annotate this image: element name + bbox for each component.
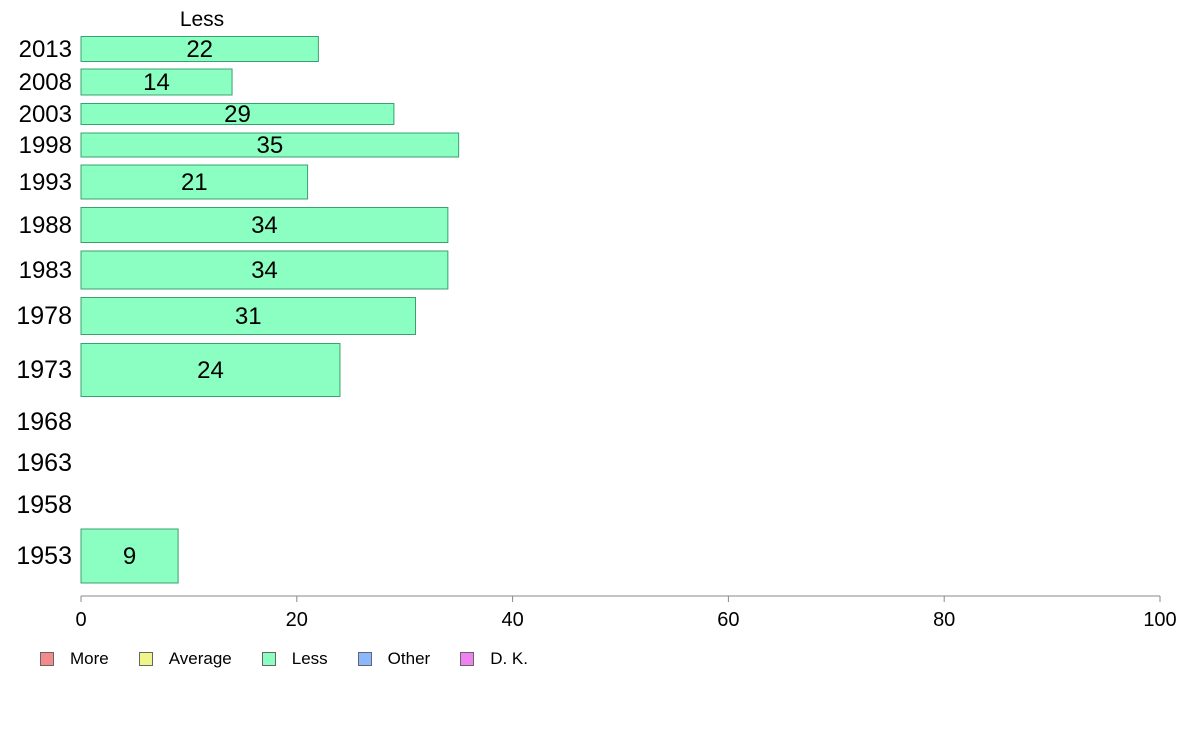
bar — [80, 132, 460, 158]
category-label: 2003 — [19, 101, 72, 128]
category-label: 2013 — [19, 36, 72, 63]
bar — [80, 36, 319, 62]
chart-title: Less — [180, 8, 224, 31]
category-label: 1978 — [16, 302, 72, 330]
category-label: 1988 — [19, 212, 72, 239]
category-label: 1953 — [16, 542, 72, 570]
x-tick-label: 0 — [75, 609, 86, 631]
data-label: 21 — [181, 169, 208, 196]
data-label: 31 — [235, 303, 262, 330]
category-label: 1983 — [19, 257, 72, 284]
bars — [80, 36, 460, 584]
category-label: 1963 — [16, 449, 72, 477]
bar — [80, 103, 395, 125]
x-tick-label: 60 — [717, 609, 739, 631]
legend-item: D. K. — [460, 649, 528, 669]
bar — [80, 164, 309, 200]
category-label: 1973 — [16, 356, 72, 384]
legend-item: Average — [138, 649, 232, 669]
data-label: 9 — [123, 543, 136, 570]
data-label: 24 — [197, 357, 224, 384]
x-tick-label: 80 — [933, 609, 955, 631]
bar — [80, 250, 449, 290]
data-label: 22 — [186, 36, 213, 63]
category-label: 1968 — [16, 408, 72, 436]
bar — [80, 528, 179, 584]
legend: More Average Less Other D. K. — [40, 648, 558, 670]
legend-label: D. K. — [490, 649, 528, 668]
legend-label: Average — [168, 649, 232, 668]
legend-item: More — [40, 649, 109, 669]
category-label: 2008 — [19, 69, 72, 96]
legend-swatch — [357, 652, 372, 666]
legend-swatch — [261, 652, 276, 666]
data-label: 34 — [251, 212, 278, 239]
legend-swatch — [460, 652, 475, 666]
bar — [80, 207, 449, 243]
category-labels: 2013 2008 2003 1998 1993 1988 1983 1978 1973 1968… — [16, 36, 72, 570]
data-label: 35 — [256, 132, 283, 159]
bar — [80, 297, 416, 335]
data-label: 34 — [251, 257, 278, 284]
data-label: 29 — [224, 101, 251, 128]
x-tick-label: 100 — [1143, 609, 1176, 631]
legend-label: Other — [387, 649, 431, 668]
x-tick-label: 40 — [501, 609, 523, 631]
legend-label: More — [70, 649, 109, 668]
category-label: 1998 — [19, 132, 72, 159]
legend-item: Other — [357, 649, 431, 669]
x-axis: 0 20 40 60 80 100 — [75, 595, 1177, 631]
legend-item: Less — [261, 649, 328, 669]
x-tick-label: 20 — [286, 609, 308, 631]
legend-swatch — [138, 652, 153, 666]
legend-swatch — [40, 652, 54, 666]
category-label: 1993 — [19, 169, 72, 196]
data-label: 14 — [143, 69, 170, 96]
category-label: 1958 — [16, 491, 72, 519]
legend-label: Less — [291, 649, 328, 668]
bar-chart: Less 2013 2008 2003 1998 1993 1988 1983 1978 197… — [16, 8, 1177, 631]
bar — [80, 68, 233, 96]
bar — [80, 343, 341, 397]
